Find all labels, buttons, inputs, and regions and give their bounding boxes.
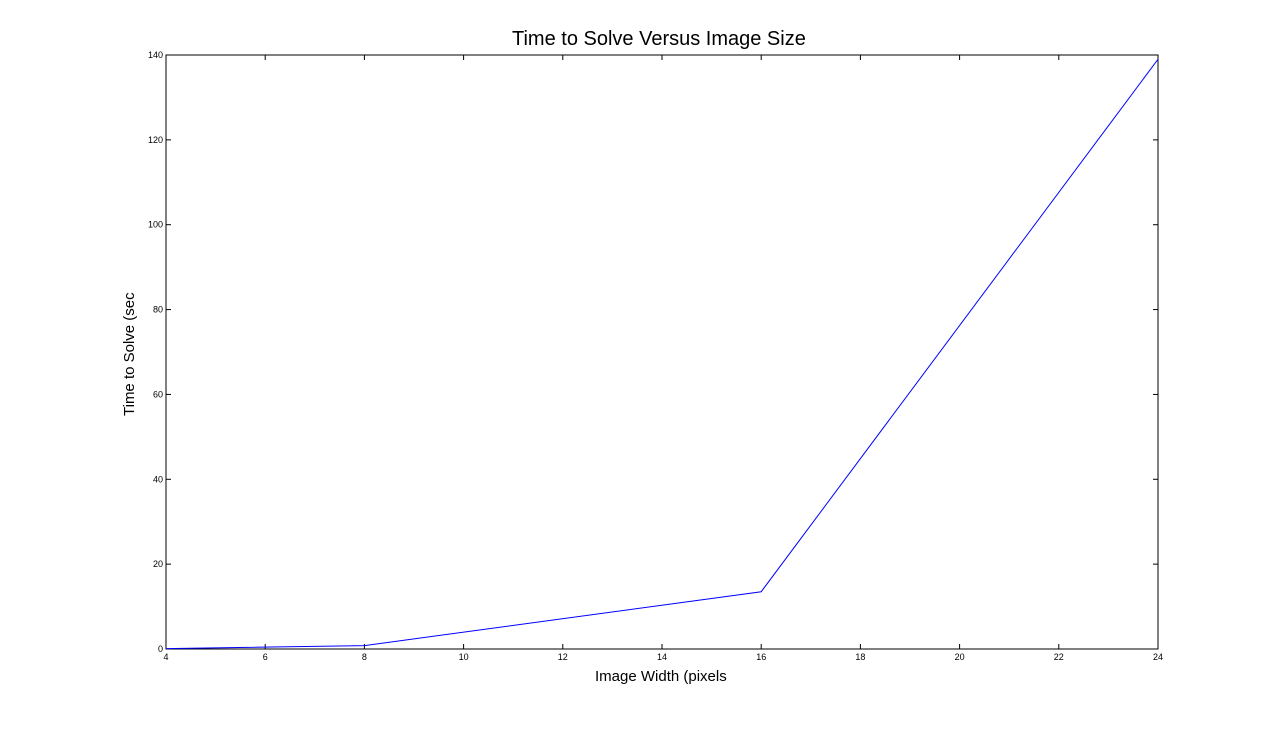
x-tick-label: 14 — [657, 652, 667, 662]
x-tick-label: 18 — [855, 652, 865, 662]
y-tick-label: 120 — [148, 135, 163, 145]
y-tick-label: 40 — [153, 474, 163, 484]
plot-area — [165, 54, 1159, 650]
x-tick-label: 8 — [362, 652, 367, 662]
chart-title: Time to Solve Versus Image Size — [512, 28, 806, 50]
series-layer — [165, 58, 1159, 650]
y-tick-label: 80 — [153, 305, 163, 315]
y-axis-ticks: 0 20 40 60 80 100 120 140 — [148, 50, 1158, 654]
x-tick-label: 22 — [1054, 652, 1064, 662]
x-tick-label: 24 — [1153, 652, 1163, 662]
y-tick-label: 0 — [158, 644, 163, 654]
x-tick-label: 20 — [955, 652, 965, 662]
x-axis-label: Image Width (pixels — [595, 668, 727, 685]
y-tick-label: 60 — [153, 389, 163, 399]
x-tick-label: 4 — [163, 652, 168, 662]
y-tick-label: 140 — [148, 50, 163, 60]
y-axis-label: Time to Solve (sec — [121, 292, 138, 416]
x-tick-label: 10 — [459, 652, 469, 662]
y-tick-label: 100 — [148, 220, 163, 230]
x-axis-ticks: 4 6 8 10 12 14 16 18 20 22 24 — [163, 55, 1163, 662]
series-line — [165, 58, 1159, 650]
x-tick-label: 6 — [263, 652, 268, 662]
y-tick-label: 20 — [153, 559, 163, 569]
x-tick-label: 16 — [756, 652, 766, 662]
x-tick-label: 12 — [558, 652, 568, 662]
